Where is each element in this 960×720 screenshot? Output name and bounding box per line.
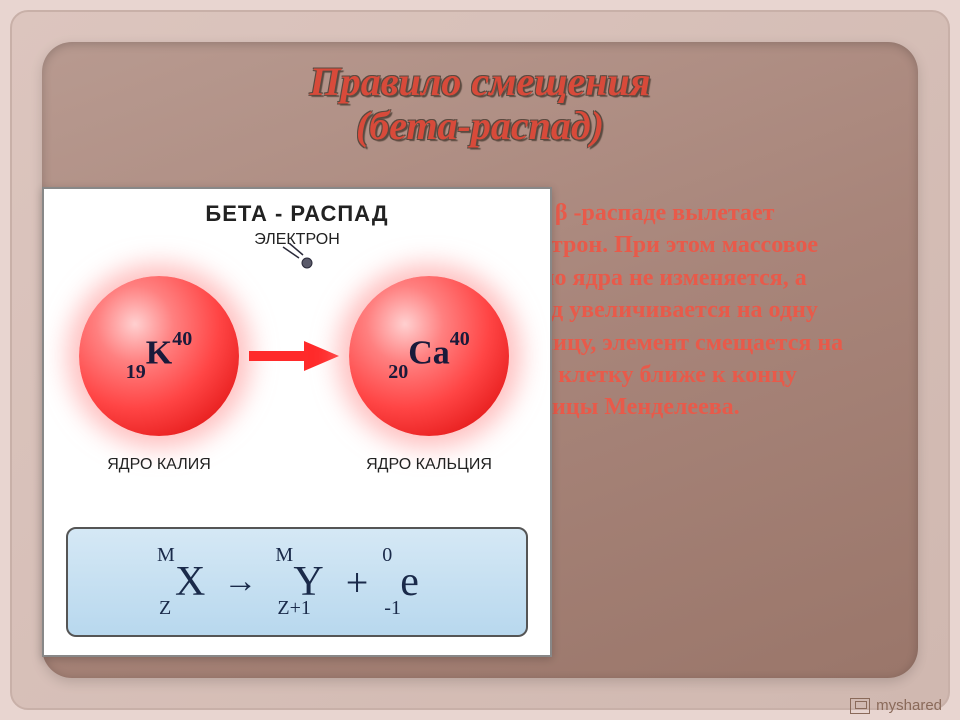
- footer-watermark: myshared: [850, 697, 942, 714]
- nucleus-right-caption: ЯДРО КАЛЬЦИЯ: [349, 456, 509, 474]
- slide-title: Правило смещения (бета-распад): [42, 42, 918, 158]
- nucleus-right-label: 20Ca40: [388, 334, 470, 377]
- formula-arrow: →: [217, 563, 263, 601]
- beta-symbol: β: [555, 200, 568, 226]
- title-line-2: (бета-распад): [42, 104, 918, 148]
- nuclei-row: 19K40 20Ca40 ЯДРО КАЛИЯ ЯДРО КАЛЬЦИЯ: [44, 251, 550, 461]
- formula-term-e: 0 -1 e: [396, 558, 423, 606]
- slides-icon: [850, 698, 870, 714]
- formula-plus: +: [336, 559, 379, 606]
- nucleus-left-label: 19K40: [126, 334, 192, 377]
- outer-frame: Правило смещения (бета-распад) При β -ра…: [10, 10, 950, 710]
- electron-icon: [279, 243, 319, 278]
- formula-box: M Z X → M Z+1 Y + 0 -1 e: [66, 527, 528, 637]
- nucleus-left: 19K40: [79, 276, 239, 436]
- formula-term-x: M Z X: [171, 558, 209, 606]
- diagram-title: БЕТА - РАСПАД: [44, 189, 550, 231]
- body-text: При β -распаде вылетает электрон. При эт…: [503, 197, 863, 424]
- footer-text: myshared: [876, 697, 942, 714]
- body-rest: -распаде вылетает электрон. При этом мас…: [503, 200, 843, 420]
- nucleus-right: 20Ca40: [349, 276, 509, 436]
- formula-term-y: M Z+1 Y: [289, 558, 327, 606]
- decay-formula: M Z X → M Z+1 Y + 0 -1 e: [171, 558, 423, 606]
- slide-panel: Правило смещения (бета-распад) При β -ра…: [42, 42, 918, 678]
- diagram-panel: БЕТА - РАСПАД ЭЛЕКТРОН 19K40: [42, 187, 552, 657]
- nucleus-left-caption: ЯДРО КАЛИЯ: [79, 456, 239, 474]
- title-line-1: Правило смещения: [42, 60, 918, 104]
- reaction-arrow-icon: [249, 341, 339, 371]
